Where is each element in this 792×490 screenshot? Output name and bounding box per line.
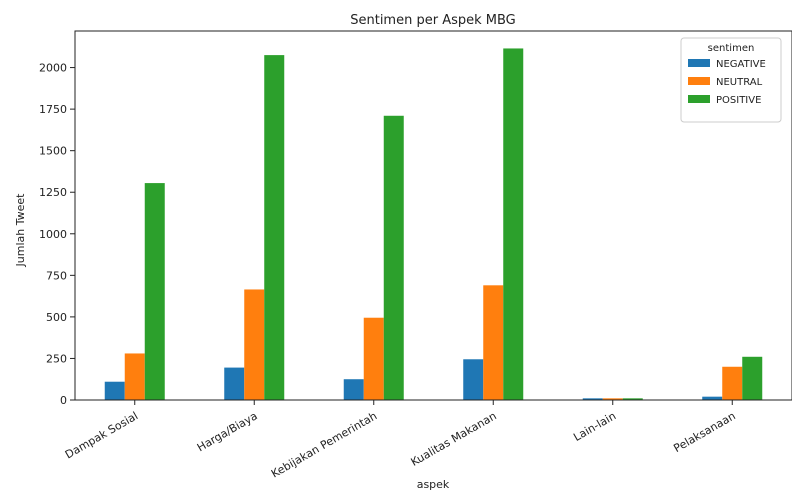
y-tick-label: 500 xyxy=(46,311,67,324)
legend-title: sentimen xyxy=(708,43,755,54)
y-tick-label: 250 xyxy=(46,352,67,365)
bar-neutral-1 xyxy=(244,289,265,400)
chart-title: Sentimen per Aspek MBG xyxy=(350,13,516,28)
legend-items: NEGATIVE NEUTRAL POSITIVE xyxy=(688,59,766,106)
y-tick-label: 0 xyxy=(60,394,67,407)
bar-positive-4 xyxy=(622,398,643,400)
legend-label-positive: POSITIVE xyxy=(716,95,761,106)
x-tick-label: Dampak Sosial xyxy=(63,409,140,461)
plot-area: 0 250 500 750 1000 1250 1500 1750 2000 Dampak Sos… xyxy=(39,30,792,480)
axes-frame xyxy=(74,30,792,401)
legend-swatch-positive xyxy=(688,95,710,103)
bar-negative-1 xyxy=(224,367,245,400)
bar-negative-2 xyxy=(343,379,364,400)
bar-neutral-5 xyxy=(722,366,743,400)
bar-neutral-4 xyxy=(602,398,623,400)
bar-neutral-0 xyxy=(124,353,145,400)
bar-positive-1 xyxy=(264,55,285,401)
bar-negative-0 xyxy=(104,381,125,400)
x-tick-label: Kebijakan Pemerintah xyxy=(269,409,379,480)
y-tick-label: 2000 xyxy=(39,62,67,75)
x-axis-label: aspek xyxy=(417,478,450,490)
bar-neutral-3 xyxy=(483,285,504,400)
legend-swatch-negative xyxy=(688,59,710,67)
bar-negative-3 xyxy=(463,359,484,400)
legend: sentimen NEGATIVE NEUTRAL POSITIVE xyxy=(680,37,782,123)
x-tick-label: Kualitas Makanan xyxy=(409,409,499,469)
bar-positive-5 xyxy=(742,356,763,400)
y-tick-label: 1250 xyxy=(39,186,67,199)
y-tick-label: 750 xyxy=(46,269,67,282)
legend-swatch-neutral xyxy=(688,77,710,85)
bar-positive-2 xyxy=(383,115,404,401)
x-tick-label: Pelaksanaan xyxy=(671,409,737,455)
bar-neutral-2 xyxy=(363,317,384,400)
y-tick-label: 1750 xyxy=(39,103,67,116)
x-tick-label: Lain-lain xyxy=(571,409,618,444)
x-tick-label: Harga/Biaya xyxy=(195,409,260,454)
legend-label-negative: NEGATIVE xyxy=(716,59,766,70)
y-tick-label: 1000 xyxy=(39,228,67,241)
bar-positive-3 xyxy=(503,48,524,401)
bar-negative-5 xyxy=(702,396,723,400)
y-axis-label: Jumlah Tweet xyxy=(14,193,27,268)
bar-negative-4 xyxy=(582,398,603,400)
legend-label-neutral: NEUTRAL xyxy=(716,77,763,88)
bar-positive-0 xyxy=(144,183,165,400)
y-tick-label: 1500 xyxy=(39,145,67,158)
